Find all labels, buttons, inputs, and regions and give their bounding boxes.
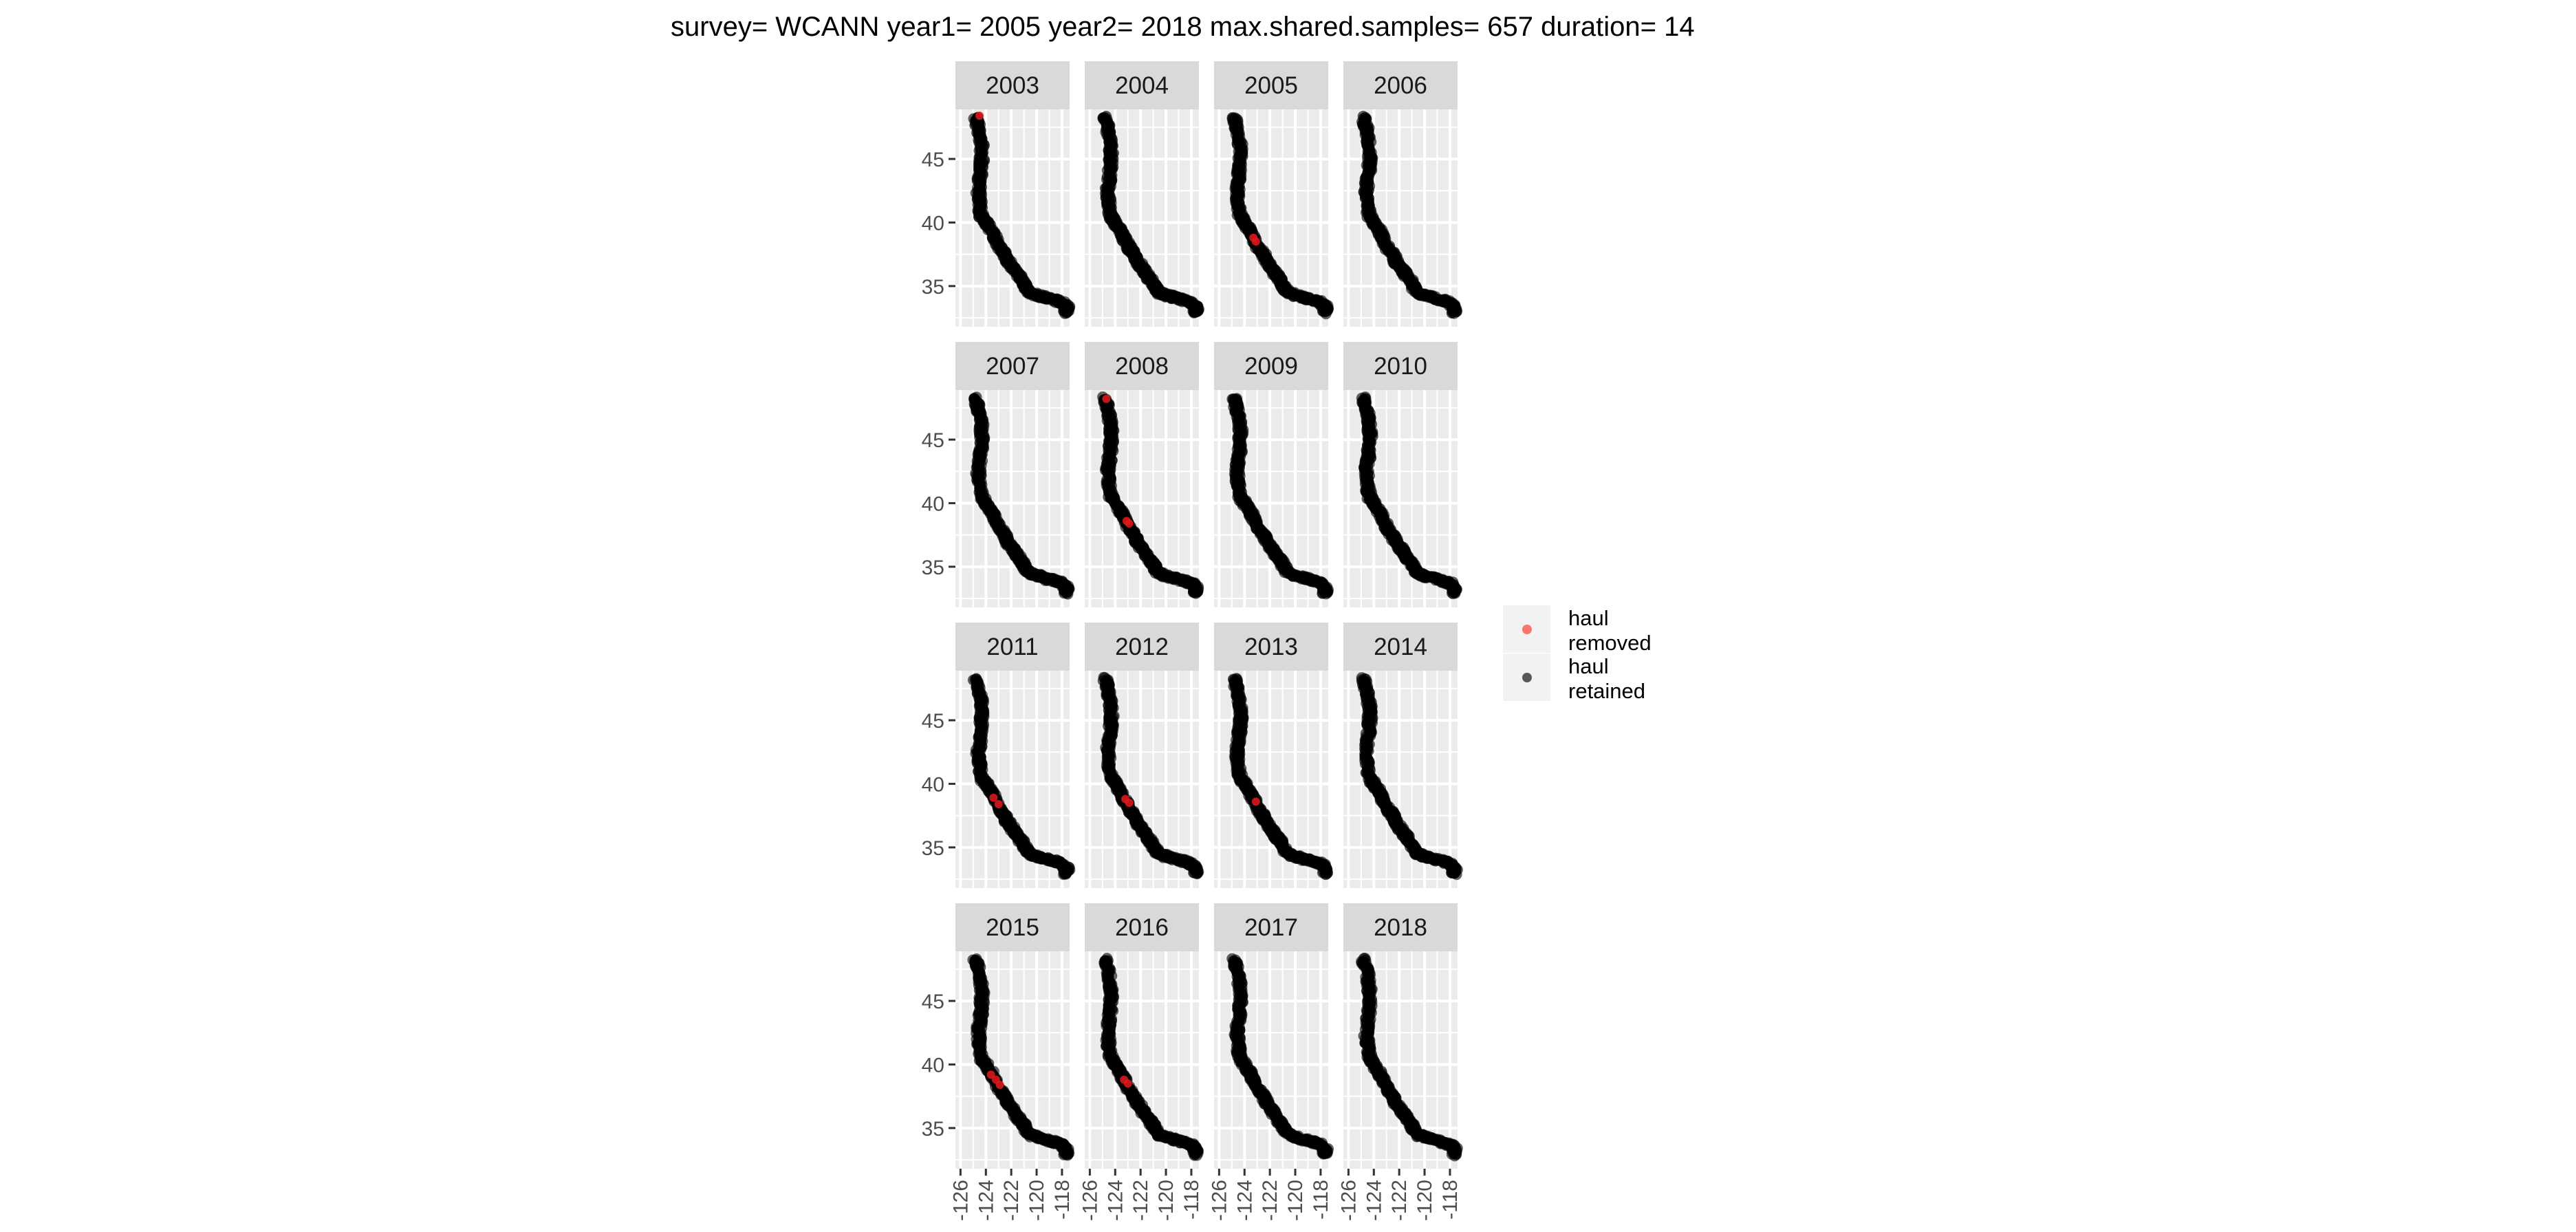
- facet-strip-label: 2010: [1374, 353, 1427, 380]
- haul-retained-point: [1062, 585, 1074, 597]
- haul-retained-point: [1320, 308, 1332, 320]
- facet-panels: 2003 2004 2005 2006 2007 2008 2009 2010 2011 2012…: [955, 61, 1463, 1169]
- haul-retained-point: [1446, 587, 1458, 598]
- haul-retained-point: [1317, 587, 1328, 599]
- haul-removed-point: [1125, 519, 1134, 528]
- facet-strip-label: 2003: [986, 72, 1039, 99]
- retained-hauls: [1097, 110, 1205, 318]
- facet-panel-2012: 2012: [1085, 623, 1204, 888]
- facet-panel-2013: 2013: [1214, 623, 1333, 888]
- haul-retained-point: [1189, 306, 1200, 318]
- chart-title: survey= WCANN year1= 2005 year2= 2018 ma…: [671, 12, 1695, 42]
- facet-strip: [955, 61, 1070, 109]
- facet-strip: [1214, 61, 1328, 109]
- facet-strip-label: 2005: [1244, 72, 1298, 99]
- facet-panel-2004: 2004: [1085, 61, 1205, 327]
- facet-strip: [1085, 61, 1199, 109]
- facet-panel-2011: 2011: [955, 623, 1076, 888]
- haul-retained-point: [1188, 867, 1200, 878]
- facet-panel-2003: 2003: [955, 61, 1076, 327]
- haul-retained-point: [1190, 587, 1202, 599]
- facet-strip-label: 2007: [986, 353, 1039, 380]
- haul-removed-point: [994, 800, 1003, 809]
- haul-retained-point: [1059, 868, 1070, 880]
- haul-removed-point: [1102, 394, 1111, 403]
- facet-strip-label: 2009: [1244, 353, 1298, 380]
- facet-strip-label: 2004: [1115, 72, 1169, 99]
- facet-strip-label: 2008: [1115, 353, 1169, 380]
- retained-hauls: [1226, 112, 1334, 320]
- haul-removed-point: [1251, 237, 1260, 246]
- facet-strip-label: 2011: [986, 634, 1038, 660]
- haul-retained-point: [1450, 305, 1462, 317]
- facet-strip-label: 2006: [1374, 72, 1427, 99]
- facet-strip-label: 2012: [1115, 634, 1169, 660]
- haul-removed-point: [975, 111, 984, 120]
- haul-removed-point: [1125, 799, 1134, 808]
- facet-panel-2007: 2007: [955, 342, 1075, 607]
- facet-panel-2005: 2005: [1214, 61, 1334, 327]
- facet-panel-2008: 2008: [1085, 342, 1204, 607]
- facet-panel-2010: 2010: [1343, 342, 1462, 607]
- facet-panel-2006: 2006: [1343, 61, 1462, 327]
- facet-panel-2009: 2009: [1214, 342, 1334, 607]
- haul-retained-point: [1058, 305, 1070, 317]
- facet-strip-label: 2013: [1244, 634, 1298, 660]
